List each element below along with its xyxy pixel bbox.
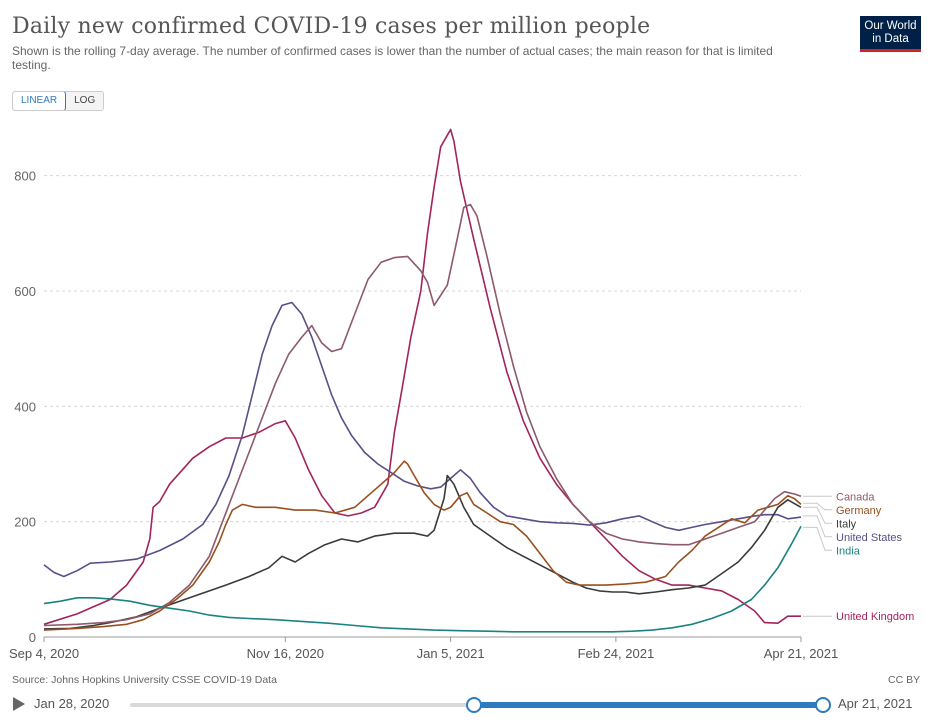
y-tick-label: 200 bbox=[14, 515, 36, 530]
timeline-selected-range bbox=[472, 702, 822, 708]
logo-line-1: Our World bbox=[864, 20, 917, 32]
series-line-united-kingdom bbox=[43, 128, 801, 626]
chart-subtitle: Shown is the rolling 7-day average. The … bbox=[12, 44, 773, 72]
scale-toggle: LINEAR LOG bbox=[12, 91, 105, 111]
timeline-end-label: Apr 21, 2021 bbox=[838, 696, 913, 711]
legend-label-italy: Italy bbox=[836, 518, 857, 530]
legend-label-germany: Germany bbox=[836, 505, 882, 517]
license-link[interactable]: CC BY bbox=[888, 674, 921, 686]
log-scale-button[interactable]: LOG bbox=[66, 92, 104, 110]
y-tick-label: 600 bbox=[14, 284, 36, 299]
legend-connector bbox=[803, 526, 832, 551]
play-icon[interactable] bbox=[13, 697, 25, 711]
timeline-start-handle[interactable] bbox=[465, 697, 482, 713]
source-note[interactable]: Source: Johns Hopkins University CSSE CO… bbox=[12, 674, 277, 686]
legend-connector bbox=[803, 502, 832, 511]
x-tick-label: Sep 4, 2020 bbox=[9, 646, 79, 661]
legend-label-india: India bbox=[836, 545, 861, 557]
series-line-united-states bbox=[43, 301, 802, 578]
series-line-italy bbox=[43, 474, 802, 630]
x-tick-label: Feb 24, 2021 bbox=[578, 646, 655, 661]
y-tick-label: 800 bbox=[14, 169, 36, 184]
x-tick-label: Jan 5, 2021 bbox=[417, 646, 485, 661]
timeline-end-handle[interactable] bbox=[815, 697, 831, 713]
chart-title: Daily new confirmed COVID-19 cases per m… bbox=[12, 14, 651, 39]
x-tick-label: Nov 16, 2020 bbox=[247, 646, 324, 661]
legend-label-united-states: United States bbox=[836, 532, 903, 544]
timeline: Jan 28, 2020 Apr 21, 2021 bbox=[0, 692, 936, 718]
legend-connector bbox=[803, 515, 832, 538]
series-line-canada bbox=[43, 203, 802, 627]
legend-label-united-kingdom: United Kingdom bbox=[836, 611, 914, 623]
legend-connector bbox=[803, 506, 832, 524]
legend-label-canada: Canada bbox=[836, 491, 875, 503]
line-chart: 0 200 400 600 800 Sep 4, 2020 Nov 16, 2020 Jan … bbox=[9, 128, 914, 661]
x-tick-label: Apr 21, 2021 bbox=[764, 646, 838, 661]
series-line-india bbox=[43, 525, 802, 633]
owid-logo[interactable]: Our World in Data bbox=[860, 16, 921, 52]
logo-line-2: in Data bbox=[872, 33, 909, 45]
linear-scale-button[interactable]: LINEAR bbox=[13, 92, 67, 110]
y-tick-label: 0 bbox=[29, 630, 36, 645]
y-tick-label: 400 bbox=[14, 399, 36, 414]
timeline-start-label: Jan 28, 2020 bbox=[34, 696, 110, 711]
